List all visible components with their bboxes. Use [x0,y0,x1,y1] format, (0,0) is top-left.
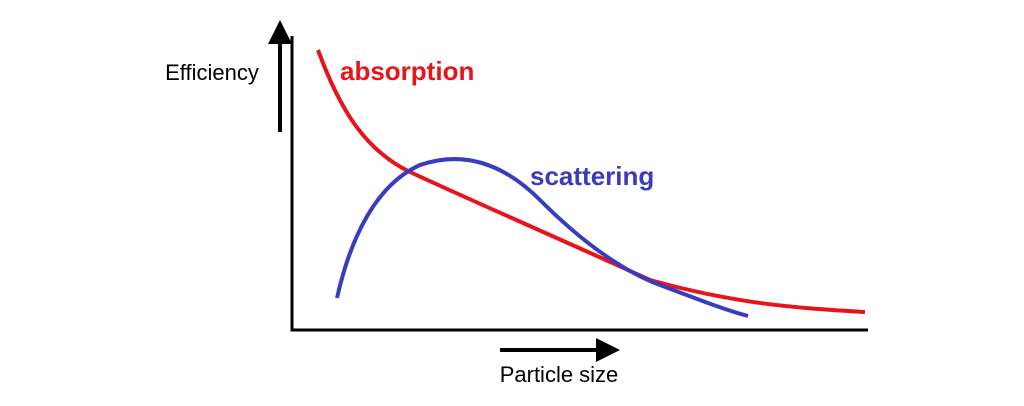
absorption-curve [316,49,866,314]
curve-label: absorption [340,56,474,86]
y-axis-label: Efficiency [165,60,259,85]
curve-label: scattering [530,161,654,191]
scattering-curve [335,157,749,318]
x-axis-label: Particle size [500,362,619,387]
axes [290,36,868,332]
